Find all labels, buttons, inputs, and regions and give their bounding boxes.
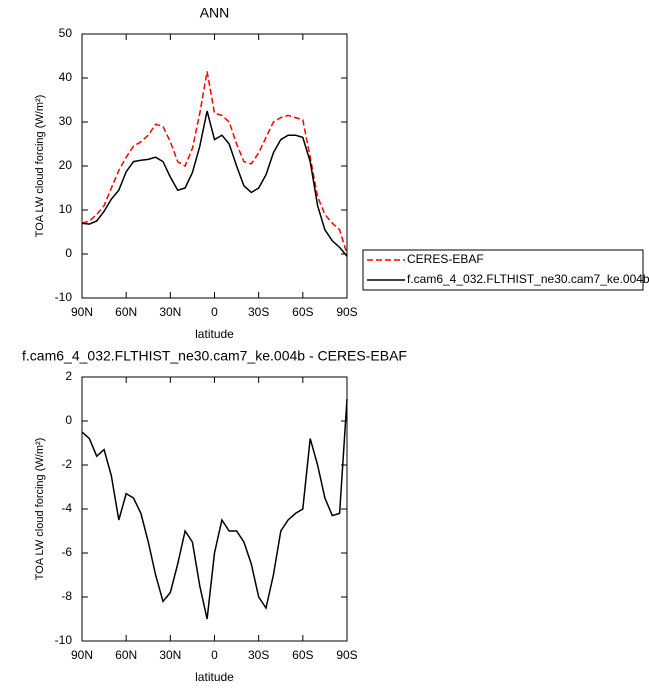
x-tick-label: 0 (211, 648, 218, 662)
data-line (81, 398, 348, 620)
y-tick-label: 50 (59, 26, 73, 40)
x-tick-label: 60N (115, 305, 137, 319)
y-tick-label: -8 (61, 589, 72, 603)
legend-label: f.cam6_4_032.FLTHIST_ne30.cam7_ke.004b (407, 272, 649, 286)
y-tick-label: -6 (61, 545, 72, 559)
x-tick-label: 30N (159, 305, 181, 319)
legend-label: CERES-EBAF (407, 252, 484, 266)
y-axis-label: TOA LW cloud forcing (W/m²) (34, 438, 46, 581)
x-tick-label: 90N (71, 648, 93, 662)
y-tick-label: -4 (61, 501, 72, 515)
x-tick-label: 30N (159, 648, 181, 662)
x-tick-label: 90S (336, 648, 357, 662)
chart-title: ANN (200, 5, 230, 21)
plot-area (81, 71, 348, 257)
y-tick-label: 40 (59, 70, 73, 84)
y-tick-label: 0 (65, 246, 72, 260)
x-tick-label: 60S (292, 305, 313, 319)
y-tick-label: -2 (61, 457, 72, 471)
y-axis-label: TOA LW cloud forcing (W/m²) (34, 95, 46, 238)
legend-box (362, 249, 644, 291)
x-tick-label: 60S (292, 648, 313, 662)
y-tick-label: 0 (65, 413, 72, 427)
y-tick-label: -10 (55, 290, 73, 304)
x-tick-label: 0 (211, 305, 218, 319)
data-line (81, 110, 348, 257)
y-tick-label: 2 (65, 369, 72, 383)
plot-frame (81, 33, 348, 299)
x-tick-label: 90N (71, 305, 93, 319)
x-tick-label: 30S (248, 305, 269, 319)
x-axis-label: latitude (195, 670, 234, 684)
y-tick-label: 10 (59, 202, 73, 216)
plot-area (81, 398, 348, 620)
x-tick-label: 60N (115, 648, 137, 662)
y-tick-label: 20 (59, 158, 73, 172)
data-line (81, 71, 348, 255)
x-tick-label: 90S (336, 305, 357, 319)
y-tick-label: 30 (59, 114, 73, 128)
y-tick-label: -10 (55, 633, 73, 647)
plot-frame (81, 376, 348, 642)
x-axis-label: latitude (195, 327, 234, 341)
x-tick-label: 30S (248, 648, 269, 662)
chart-title: f.cam6_4_032.FLTHIST_ne30.cam7_ke.004b -… (22, 348, 407, 364)
